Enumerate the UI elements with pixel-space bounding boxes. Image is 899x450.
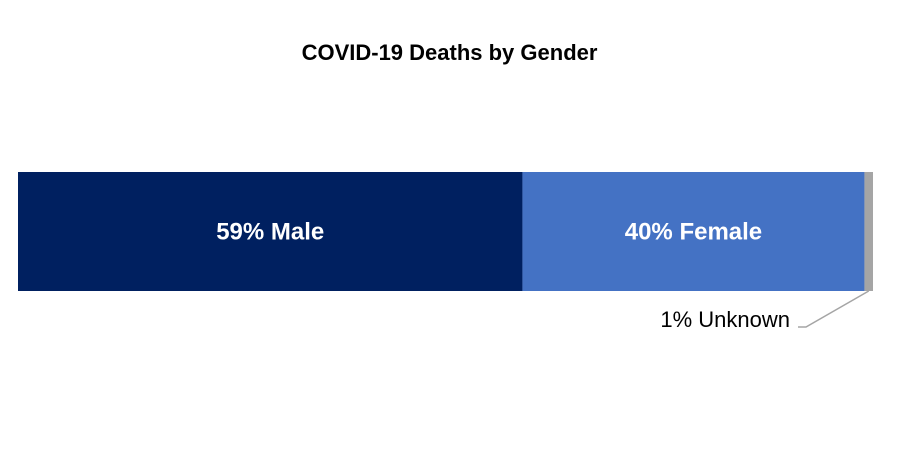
leader-line-unknown: [798, 290, 870, 328]
data-label-male: 59% Male: [216, 219, 324, 246]
data-label-female: 40% Female: [625, 219, 762, 246]
bar-segment-female: [522, 172, 865, 291]
bar-segment-male: [18, 172, 523, 291]
chart-title: COVID-19 Deaths by Gender: [301, 40, 598, 65]
bar-segment-unknown: [864, 172, 873, 291]
data-label-unknown: 1% Unknown: [660, 307, 790, 332]
